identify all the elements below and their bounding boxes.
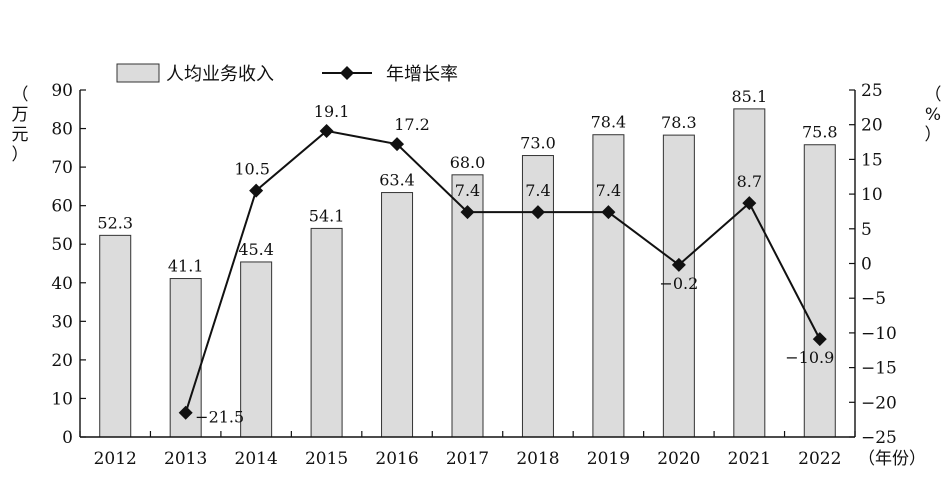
growth-label-2021: 8.7 [737, 172, 762, 191]
y-right-tick-label-15: 15 [861, 150, 883, 170]
bar-label-2014: 45.4 [238, 240, 274, 259]
growth-label-2022: −10.9 [785, 348, 834, 367]
growth-marker-2016 [390, 137, 405, 152]
y-left-tick-label-60: 60 [51, 197, 73, 217]
growth-marker-2022 [812, 332, 827, 347]
x-tick-label-2012: 2012 [94, 449, 137, 469]
y-left-title-char-1: 万 [12, 105, 29, 125]
y-left-tick-label-10: 10 [51, 389, 73, 409]
growth-label-2018: 7.4 [525, 181, 550, 200]
growth-label-2020: −0.2 [659, 274, 698, 293]
bar-label-2015: 54.1 [309, 206, 345, 225]
growth-marker-2021 [742, 196, 757, 211]
line-data-labels: −21.5 10.5 19.1 17.2 7.4 7.4 7.4 −0.2 8.7 −10.9 [195, 102, 834, 427]
growth-label-2015: 19.1 [314, 102, 350, 121]
y-left-tick-label-30: 30 [51, 312, 73, 332]
y-left-tick-label-70: 70 [51, 158, 73, 178]
bar-label-2022: 75.8 [802, 123, 838, 142]
y-left-tick-label-90: 90 [51, 81, 73, 101]
growth-marker-2019 [601, 205, 616, 220]
growth-label-2013: −21.5 [195, 408, 244, 427]
y-left-tick-label-80: 80 [51, 120, 73, 140]
bar-2012 [99, 234, 132, 438]
x-tick-label-2015: 2015 [305, 449, 348, 469]
legend-bar-swatch [116, 63, 160, 83]
y-left-tick-label-50: 50 [51, 235, 73, 255]
bar-label-2021: 85.1 [732, 87, 768, 106]
growth-marker-2020 [671, 257, 686, 272]
legend: 人均业务收入 年增长率 [116, 63, 458, 85]
growth-rate-line [184, 129, 821, 414]
bar-2014 [240, 261, 273, 438]
y-right-title-char-0: （ [925, 85, 942, 105]
growth-label-2014: 10.5 [234, 160, 270, 179]
bar-2019 [592, 134, 625, 438]
x-tick-label-2022: 2022 [798, 449, 841, 469]
y-right-tick-label-25: 25 [861, 81, 883, 101]
y-right-tick-label-20: 20 [861, 116, 883, 136]
y-right-tick-label-10: 10 [861, 185, 883, 205]
bar-data-labels: 52.3 41.1 45.4 54.1 63.4 68.0 73.0 78.4 78.3 85.1… [97, 87, 837, 276]
bar-label-2020: 78.3 [661, 113, 697, 132]
x-tick-label-2021: 2021 [728, 449, 771, 469]
growth-marker-2013 [178, 405, 193, 420]
bar-2015 [310, 227, 343, 438]
y-right-tick-label--15: −15 [861, 359, 897, 379]
y-left-tick-label-0: 0 [62, 428, 73, 448]
x-tick-label-2019: 2019 [587, 449, 630, 469]
x-tick-label-2014: 2014 [235, 449, 278, 469]
growth-label-2016: 17.2 [394, 115, 430, 134]
bar-label-2016: 63.4 [379, 171, 415, 190]
y-right-tick-label-0: 0 [861, 255, 872, 275]
growth-marker-2015 [319, 123, 334, 138]
bar-2021 [733, 108, 766, 438]
x-tick-label-2020: 2020 [657, 449, 700, 469]
y-left-tick-label-20: 20 [51, 351, 73, 371]
bar-label-2017: 68.0 [450, 153, 486, 172]
y-right-tick-label--25: −25 [861, 428, 897, 448]
legend-line-label: 年增长率 [386, 64, 458, 85]
y-left-title-char-0: （ [12, 85, 29, 105]
growth-marker-2018 [530, 205, 545, 220]
x-tick-label-2016: 2016 [375, 449, 418, 469]
y-right-tick-label--10: −10 [861, 324, 897, 344]
y-right-tick-label--20: −20 [861, 393, 897, 413]
bar-label-2018: 73.0 [520, 134, 556, 153]
bar-2022 [803, 144, 836, 438]
growth-label-2019: 7.4 [596, 181, 621, 200]
growth-marker-2014 [249, 183, 264, 198]
bar-label-2019: 78.4 [591, 113, 627, 132]
y-left-tick-label-40: 40 [51, 274, 73, 294]
growth-marker-2017 [460, 205, 475, 220]
x-tick-label-2017: 2017 [446, 449, 489, 469]
y-left-title-char-3: ） [12, 145, 29, 165]
y-right-tick-label--5: −5 [861, 289, 886, 309]
legend-diamond-icon [340, 66, 354, 80]
y-right-tick-label-5: 5 [861, 220, 872, 240]
y-right-title-char-2: ） [925, 125, 942, 145]
bar-2016 [381, 192, 414, 438]
y-right-title-char-1: % [925, 105, 941, 125]
line-series [178, 123, 827, 420]
legend-bar-label: 人均业务收入 [166, 64, 274, 85]
x-tick-label-2018: 2018 [516, 449, 559, 469]
x-axis-unit-label: （年份） [858, 449, 926, 469]
growth-label-2017: 7.4 [455, 181, 480, 200]
axes: 0 10 20 30 40 50 60 70 80 90 −25 −20 −15 −10 −5 0 5 10 15 2… [12, 81, 942, 469]
bar-label-2013: 41.1 [168, 257, 204, 276]
bar-label-2012: 52.3 [97, 213, 133, 232]
x-tick-label-2013: 2013 [164, 449, 207, 469]
y-left-title-char-2: 元 [12, 125, 29, 145]
